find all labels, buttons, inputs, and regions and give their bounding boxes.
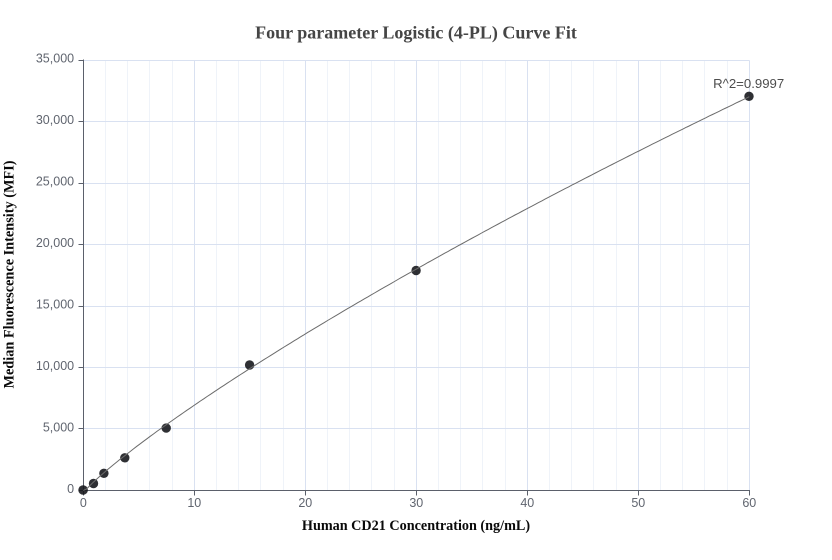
svg-text:20: 20 (298, 496, 312, 510)
svg-text:10: 10 (187, 496, 201, 510)
svg-text:0: 0 (67, 482, 74, 496)
svg-text:15,000: 15,000 (36, 298, 74, 312)
svg-text:Human CD21 Concentration (ng/m: Human CD21 Concentration (ng/mL) (302, 518, 530, 534)
svg-text:25,000: 25,000 (36, 175, 74, 189)
svg-text:R^2=0.9997: R^2=0.9997 (713, 76, 784, 91)
svg-text:60: 60 (742, 496, 756, 510)
svg-text:5,000: 5,000 (43, 420, 74, 434)
svg-text:40: 40 (520, 496, 534, 510)
svg-text:50: 50 (631, 496, 645, 510)
svg-text:0: 0 (80, 496, 87, 510)
svg-text:30: 30 (409, 496, 423, 510)
svg-text:10,000: 10,000 (36, 359, 74, 373)
svg-text:30,000: 30,000 (36, 113, 74, 127)
svg-text:Median Fluorescence Intensity: Median Fluorescence Intensity (MFI) (2, 160, 18, 388)
svg-text:Four parameter Logistic (4-PL): Four parameter Logistic (4-PL) Curve Fit (255, 22, 577, 43)
svg-text:35,000: 35,000 (36, 52, 74, 66)
svg-text:20,000: 20,000 (36, 236, 74, 250)
